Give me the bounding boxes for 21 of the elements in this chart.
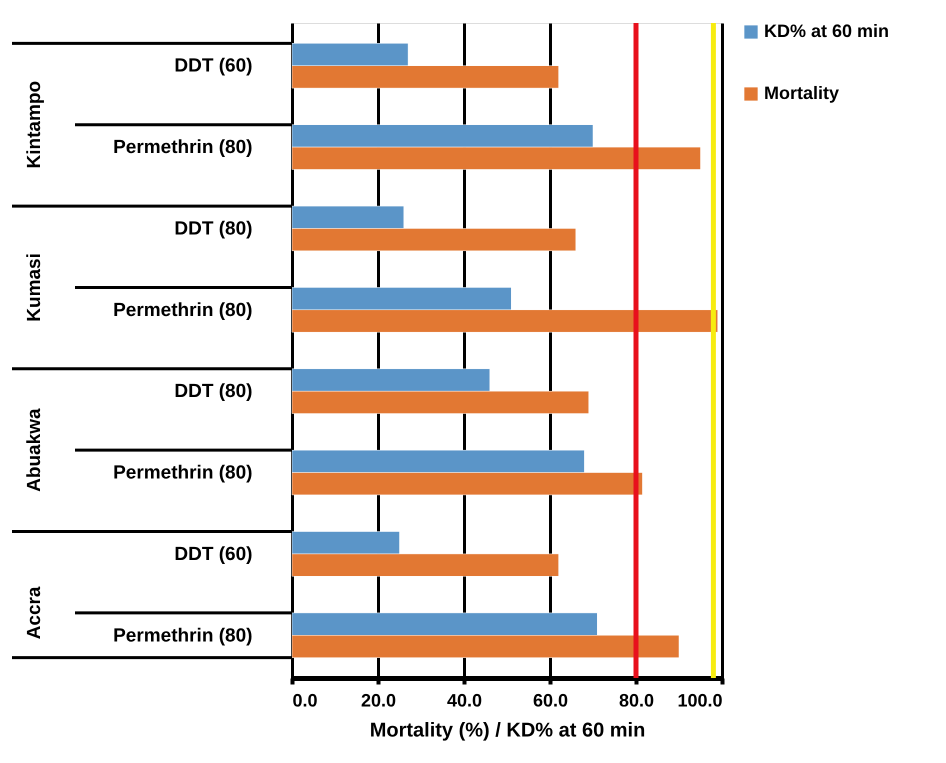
text: Kintampo — [24, 80, 45, 169]
text: Accra — [24, 586, 45, 640]
y-tick-label: DDT (60) — [174, 56, 252, 77]
y-tick-label: DDT (80) — [174, 218, 252, 240]
y-tick-label: Permethrin (80) — [113, 462, 252, 484]
x-tick-label: 60.0 — [532, 690, 568, 710]
y-tick-label: Permethrin (80) — [113, 137, 252, 158]
x-tick-label: 100.0 — [677, 690, 722, 710]
legend-label: KD% at 60 min — [764, 21, 890, 41]
x-tick-label: 20.0 — [360, 690, 396, 710]
x-tick-label: 40.0 — [446, 690, 482, 710]
text: Kumasi — [24, 253, 45, 322]
y-tick-label: Permethrin (80) — [113, 300, 252, 321]
text: Abuakwa — [24, 408, 45, 492]
x-axis-title: Mortality (%) / KD% at 60 min — [370, 720, 646, 742]
x-tick-label: 80.0 — [618, 690, 654, 710]
y-tick-label: DDT (60) — [174, 544, 252, 565]
y-tick-label: DDT (80) — [174, 381, 252, 402]
legend-label: Mortality — [764, 83, 840, 103]
x-tick-label: 0.0 — [292, 690, 318, 710]
y-tick-label: Permethrin (80) — [113, 625, 252, 646]
